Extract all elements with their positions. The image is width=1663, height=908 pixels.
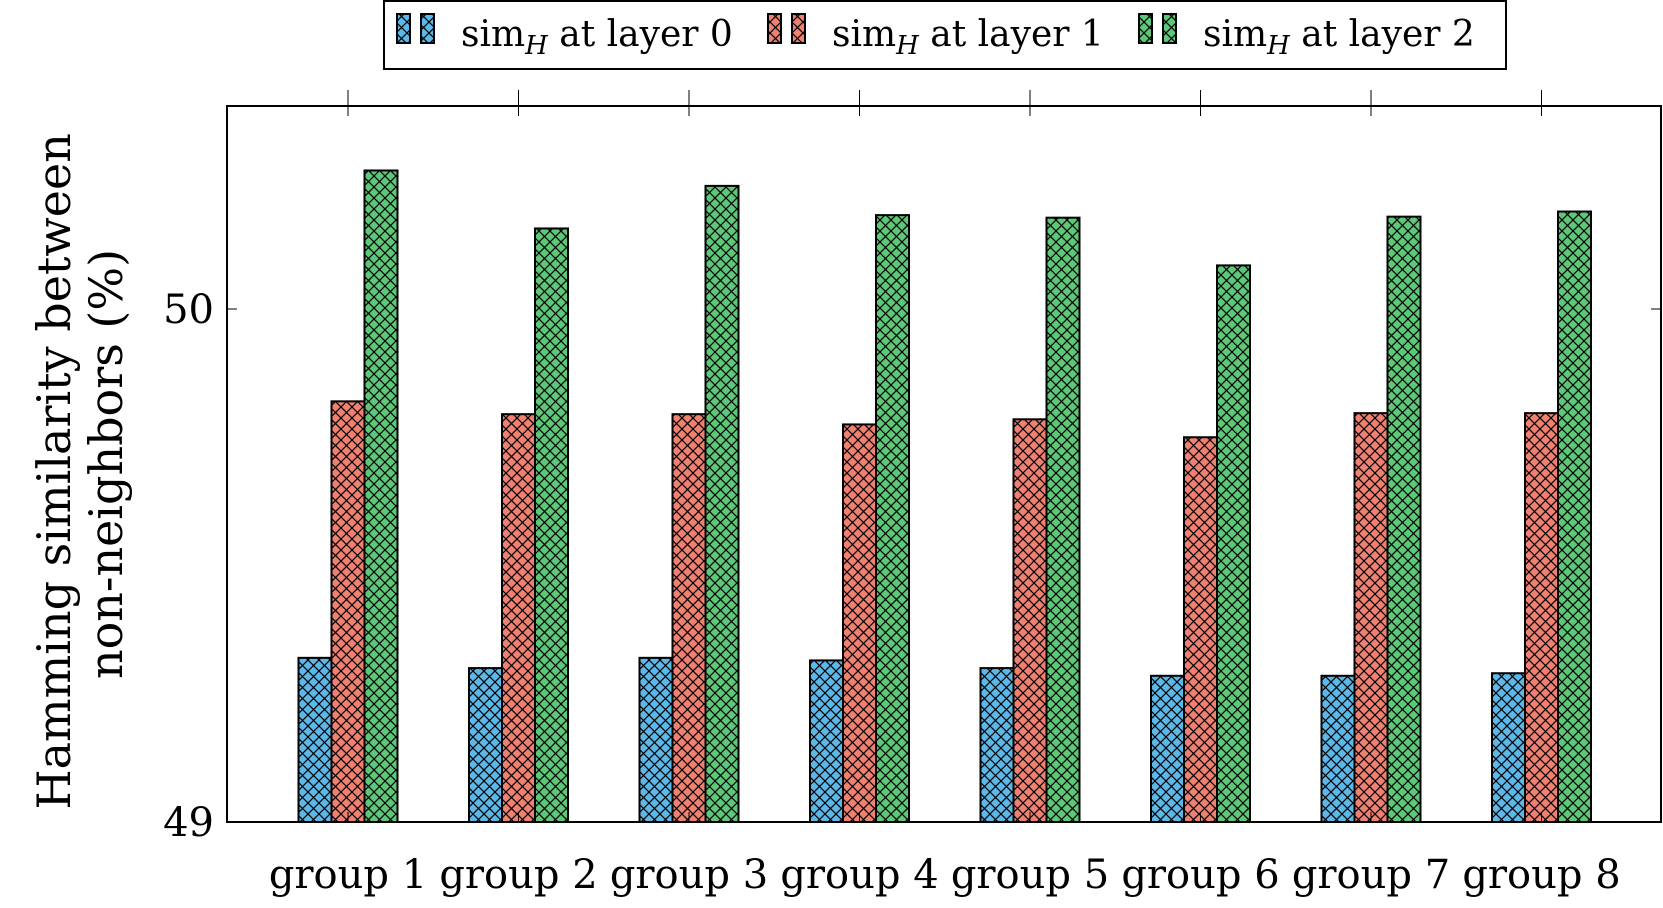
legend-item-layer-2: simH at layer 2 [1138,13,1475,61]
x-tick-label: group 2 [439,852,597,898]
bar-1-group-8 [1491,672,1526,823]
bar-3-group-8 [1557,210,1592,823]
bar-1-group-5 [979,667,1015,823]
x-tick-label: group 4 [780,852,938,898]
bar-3-group-2 [534,227,569,824]
bar-3-group-5 [1045,216,1081,824]
y-tick-label: 50 [163,287,214,333]
plot-area [226,90,1662,824]
x-tick-label: group 6 [1121,852,1279,898]
tick-marks [227,90,1661,823]
bar-2-group-6 [1183,436,1218,823]
y-axis-title-line-1: Hamming similarity between [27,133,81,809]
bar-1-group-3 [638,656,674,824]
legend-label: simH at layer 2 [1203,14,1475,61]
legend: simH at layer 0 simH at layer 1 simH at la… [383,0,1507,70]
bar-2-group-2 [501,413,536,823]
legend-label: simH at layer 0 [461,14,733,61]
x-tick-label: group 7 [1292,852,1450,898]
bar-1-group-1 [297,656,333,824]
bar-3-group-7 [1386,215,1422,824]
y-tick-label: 49 [163,800,214,846]
bar-3-group-3 [704,184,740,823]
bar-2-group-4 [842,423,877,823]
bar-2-group-8 [1524,412,1559,823]
y-tick-labels: 49 50 [163,287,214,846]
bars-group [297,169,1592,824]
bar-1-group-6 [1150,674,1185,823]
plot-frame [226,105,1662,823]
bar-1-group-7 [1320,674,1356,823]
legend-item-layer-0: simH at layer 0 [396,13,733,61]
bar-2-group-7 [1353,412,1389,823]
bar-1-group-4 [809,659,844,824]
legend-label: simH at layer 1 [832,14,1104,61]
bar-3-group-4 [875,214,910,824]
bar-1-group-2 [468,667,503,823]
x-tick-label: group 8 [1462,852,1620,898]
legend-item-layer-1: simH at layer 1 [767,13,1104,61]
x-tick-label: group 5 [951,852,1109,898]
y-axis-title: Hamming similarity between non-neighbors… [27,119,133,810]
x-tick-label: group 3 [610,852,768,898]
bar-2-group-5 [1012,418,1048,823]
bar-2-group-1 [330,400,366,823]
x-tick-label: group 1 [269,852,427,898]
x-tick-labels: group 1 group 2 group 3 group 4 group 5 group… [269,852,1621,898]
bar-3-group-1 [363,169,399,824]
legend-box [383,0,1507,70]
bar-2-group-3 [671,413,707,823]
bar-3-group-6 [1216,264,1251,823]
y-axis-title-line-2: non-neighbors (%) [79,249,133,679]
